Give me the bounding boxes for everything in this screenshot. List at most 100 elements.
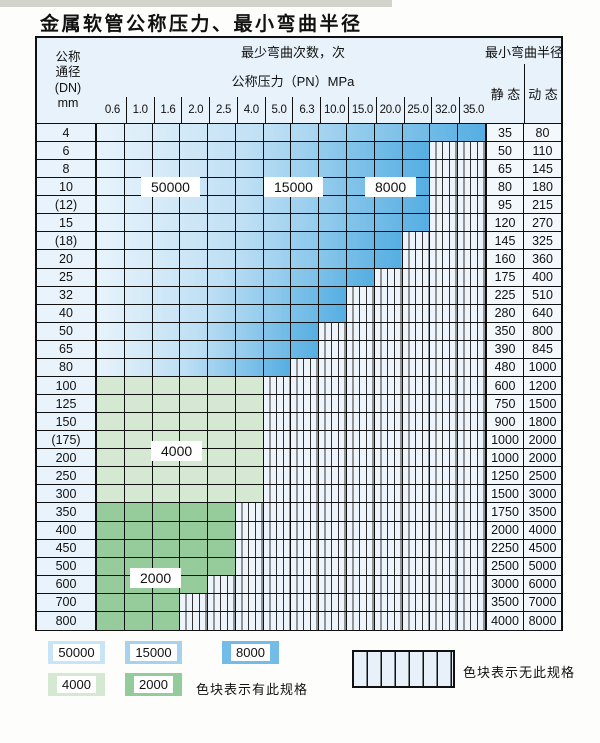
spec-cell [430,124,459,142]
table-row: 150 900 1800 [37,413,561,432]
pressure-column-header: 35.0 [462,104,485,116]
no-spec-cell [235,575,264,593]
dynamic-radius-value: 3500 [524,503,561,521]
static-radius-value: 2000 [487,521,524,539]
no-spec-cell [402,395,431,413]
no-spec-cell [402,467,431,485]
spec-cell [208,557,236,575]
table-row: 600 3000 6000 [37,575,561,594]
spec-cell [180,196,209,214]
no-spec-cell [263,449,292,467]
pressure-cells [97,250,487,268]
no-spec-cell [291,358,320,376]
static-radius-value: 80 [487,178,524,196]
table-row: 80 480 1000 [37,358,561,377]
no-spec-cell [458,250,485,268]
spec-cell [291,124,320,142]
pressure-cells [97,196,487,214]
no-spec-cell [291,467,320,485]
page-title: 金属软管公称压力、最小弯曲半径 [40,13,363,35]
static-radius-value: 280 [487,304,524,322]
legend-swatch-label: 2000 [134,676,173,693]
static-radius-value: 3000 [487,575,524,593]
no-spec-cell [458,268,485,286]
spec-cell [208,340,236,358]
header-static: 静 态 [487,64,525,123]
spec-cell [180,575,209,593]
legend-swatch: 50000 [48,641,105,664]
no-spec-cell [458,413,485,431]
dn-label: (12) [37,196,97,214]
no-spec-cell [347,431,375,449]
dynamic-radius-value: 180 [524,178,561,196]
spec-cell [208,413,236,431]
spec-cell [180,250,209,268]
static-radius-value: 175 [487,268,524,286]
spec-cell [125,124,153,142]
spec-cell [208,214,236,232]
no-spec-cell [458,395,485,413]
no-spec-cell [430,449,459,467]
no-spec-cell [458,286,485,304]
spec-cell [208,178,236,196]
dn-label: 4 [37,124,97,142]
table-row: 25 175 400 [37,268,561,287]
spec-cell [180,340,209,358]
spec-cell [180,232,209,250]
spec-cell [97,304,125,322]
spec-cell [153,376,181,395]
no-spec-cell [458,322,485,340]
spec-cell [125,557,153,575]
no-spec-cell [374,485,403,503]
spec-cell [97,250,125,268]
spec-cell [125,232,153,250]
no-spec-cell [319,395,348,413]
no-spec-cell [235,593,264,611]
spec-cell [125,268,153,286]
spec-cell [97,413,125,431]
pressure-cells [97,124,487,142]
spec-cell [319,268,348,286]
no-spec-cell [430,395,459,413]
static-radius-value: 1000 [487,449,524,467]
spec-cell [180,286,209,304]
spec-cell [319,142,348,160]
spec-cell [319,214,348,232]
static-radius-value: 50 [487,142,524,160]
dynamic-radius-value: 215 [524,196,561,214]
dynamic-radius-value: 8000 [524,611,561,630]
spec-cell [264,268,292,286]
no-spec-cell [374,503,403,521]
spec-cell [97,503,125,521]
spec-cell [319,250,348,268]
pressure-cells [97,503,487,521]
table-row: 100 600 1200 [37,376,561,396]
spec-cell [319,160,348,178]
no-spec-cell [458,575,485,593]
spec-cell [153,503,181,521]
dn-label: 32 [37,286,97,304]
spec-cell [208,376,236,395]
spec-cell [153,467,181,485]
static-radius-value: 65 [487,160,524,178]
dynamic-radius-value: 510 [524,286,561,304]
static-radius-value: 1000 [487,431,524,449]
no-spec-cell [458,467,485,485]
pressure-column-header: 2.0 [182,97,211,123]
spec-cell [291,322,320,340]
spec-cell [153,431,181,449]
static-radius-value: 2250 [487,539,524,557]
spec-cell [153,232,181,250]
table-header: 公称 通径 (DN) mm 最少弯曲次数，次 最小弯曲半径 公称压力（PN）MPa 0… [37,38,563,123]
no-spec-cell [458,358,485,376]
spec-cell [264,286,292,304]
no-spec-cell [402,250,431,268]
spec-cell [403,142,431,160]
spec-cell [153,124,181,142]
spec-cell [236,485,264,503]
no-spec-cell [458,142,485,160]
zone-count-label: 2000 [131,569,181,587]
spec-cell [153,611,181,630]
spec-cell [236,268,264,286]
no-spec-cell [291,503,320,521]
